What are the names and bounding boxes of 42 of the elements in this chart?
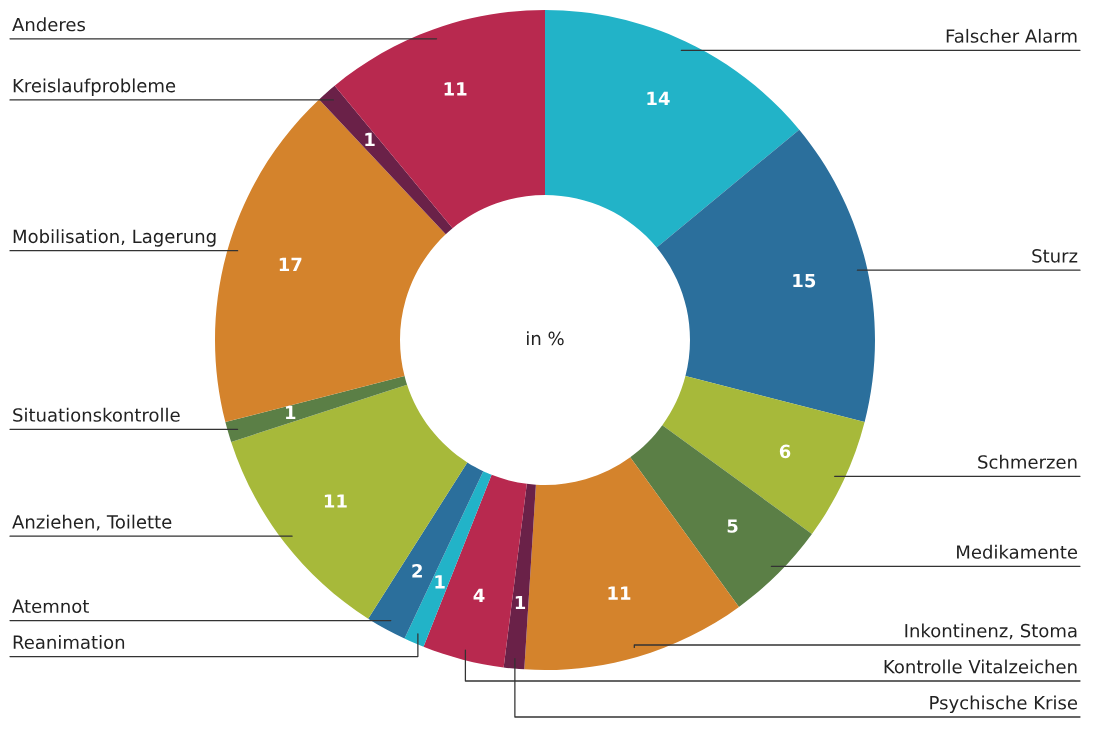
donut-slice: [630, 425, 812, 607]
slice-label: Inkontinenz, Stoma: [905, 623, 1077, 640]
data-label: 1: [435, 575, 445, 589]
slice-label: Sturz: [1032, 249, 1078, 263]
data-label: 11: [324, 494, 347, 508]
slice-label: Kreislaufprobleme: [13, 78, 176, 96]
donut-slice: [662, 376, 865, 534]
data-label: 15: [793, 273, 816, 288]
data-label: 2: [412, 564, 422, 578]
slice-label: Atemnot: [12, 599, 89, 614]
donut-slice: [404, 471, 492, 647]
data-label: 1: [515, 595, 526, 610]
slice-label: Mobilisation, Lagerung: [13, 229, 216, 247]
data-label: 5: [727, 519, 738, 533]
data-label: 1: [286, 405, 296, 419]
data-label: 1: [365, 132, 375, 147]
data-label: 6: [779, 444, 791, 459]
data-label: 17: [279, 257, 302, 271]
data-label: 4: [473, 588, 485, 602]
donut-slice: [231, 384, 468, 619]
data-label: 11: [608, 586, 631, 600]
donut-slice: [368, 462, 484, 639]
donut-slice: [215, 99, 446, 423]
slice-label: Anderes: [12, 17, 86, 32]
slice-label: Situationskontrolle: [13, 407, 180, 422]
donut-slice: [225, 376, 408, 442]
slice-label: Falscher Alarm: [946, 28, 1077, 43]
slice-label: Schmerzen: [978, 454, 1077, 469]
slice-label: Anziehen, Toilette: [12, 514, 172, 531]
slice-label: Reanimation: [13, 635, 125, 650]
slice-label: Kontrolle Vitalzeichen: [884, 659, 1077, 674]
donut-slice: [524, 457, 739, 670]
donut-slice: [545, 10, 800, 248]
data-label: 14: [647, 91, 670, 105]
slice-label: Medikamente: [957, 544, 1078, 559]
donut-slice: [656, 129, 875, 423]
text: in %: [527, 331, 564, 346]
donut-slice: [503, 483, 536, 670]
data-label: 11: [444, 82, 467, 96]
donut-slice: [423, 474, 527, 668]
slice-label: Psychische Krise: [930, 695, 1078, 713]
donut-slice: [334, 10, 545, 229]
